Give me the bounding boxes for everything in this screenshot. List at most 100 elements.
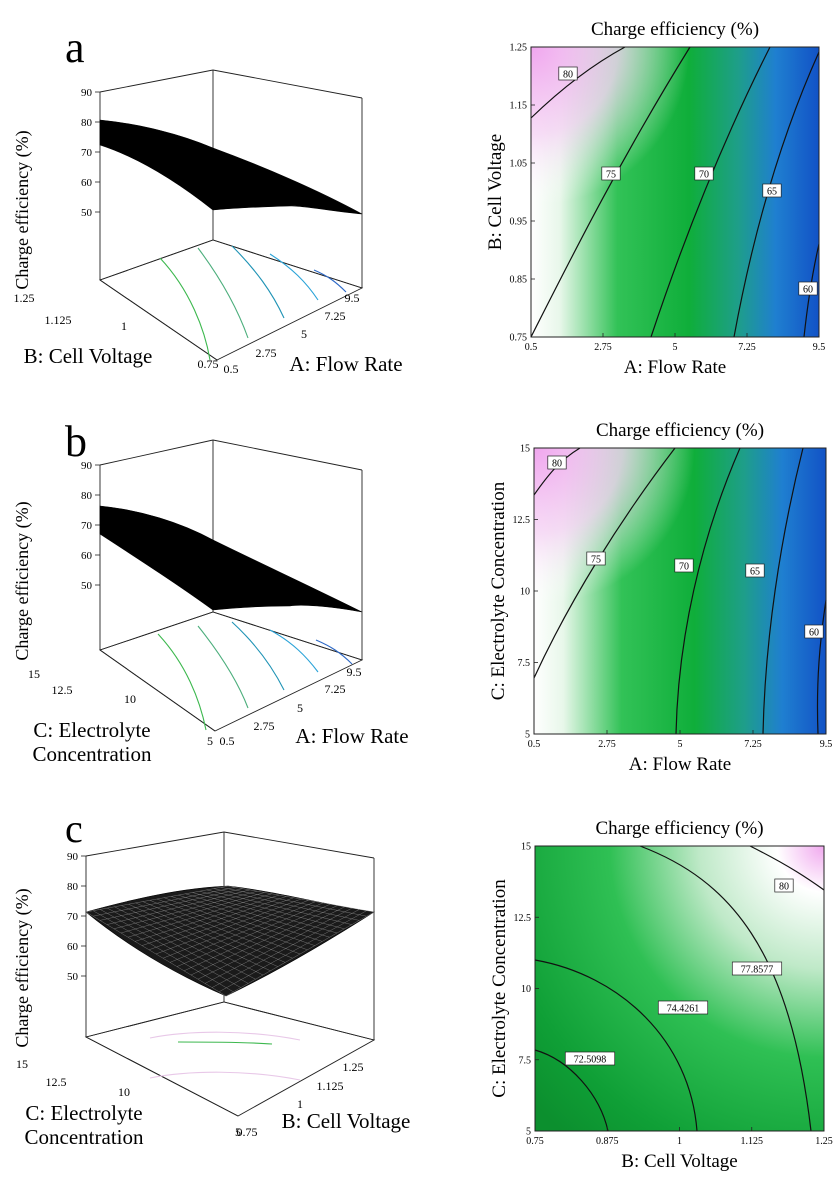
contour-line — [534, 959, 698, 1132]
box-edge-top-right — [212, 69, 363, 99]
panel-label-c: c — [65, 806, 83, 851]
panel-label-b: b — [65, 417, 87, 466]
y-tick-label: 1.05 — [510, 159, 528, 170]
z-tick-label: 80 — [81, 490, 93, 502]
mesh-line — [199, 891, 345, 929]
contour-label-box — [804, 624, 824, 639]
z-tick-label: 60 — [81, 177, 93, 189]
box-edge-top-left — [85, 831, 225, 857]
contour-label: 75 — [591, 555, 601, 566]
contour-label-box — [657, 1000, 709, 1015]
contour-plot-b: 80 75 70 65 60 0.5 2.75 5 7.25 9.5 15 12.5 10 7.5 5 Cha… — [488, 420, 832, 775]
box-edge-top-left — [99, 439, 214, 466]
contour-label: 75 — [606, 170, 616, 181]
y-tick-label: 7.5 — [518, 658, 531, 669]
response-surface — [85, 885, 375, 997]
floor-edge — [85, 1036, 239, 1117]
mesh-line — [225, 911, 375, 997]
floor-plane — [99, 611, 364, 732]
mesh-line — [206, 889, 352, 925]
panel-label-a: a — [65, 23, 85, 72]
contour-label: 65 — [767, 187, 777, 198]
contour-label-box — [762, 183, 782, 198]
surface-plot-a: 90 80 70 60 50 Charge efficiency (%) 1.25 1.125… — [12, 69, 403, 376]
mesh-line — [190, 905, 338, 976]
y-factor-tick-label: 15 — [16, 1057, 28, 1071]
y-factor-label: C: Electrolyte — [33, 718, 150, 742]
z-tick-label: 80 — [67, 881, 79, 893]
contour-line — [733, 51, 820, 338]
y-tick-label: 12.5 — [514, 913, 532, 924]
y-factor-label: B: Cell Voltage — [24, 344, 153, 368]
x-tick-label: 2.75 — [594, 342, 612, 353]
x-factor-tick-label: 2.75 — [256, 346, 277, 360]
contour-x-label: A: Flow Rate — [624, 357, 726, 378]
y-tick-label: 15 — [520, 444, 530, 455]
contour-plot-a: 80 75 70 65 60 0.5 2.75 5 7.25 9.5 1.25 1.15 1.05 0.9… — [485, 19, 825, 378]
floor-contour-line — [197, 247, 249, 339]
x-tick-label: 0.5 — [525, 342, 538, 353]
y-tick-label: 1.15 — [510, 101, 528, 112]
x-factor-label: B: Cell Voltage — [282, 1109, 411, 1133]
contour-high-region — [531, 47, 690, 207]
contour-label: 70 — [699, 170, 709, 181]
floor-contour-line — [157, 633, 207, 731]
y-factor-tick-label: 10 — [118, 1085, 130, 1099]
y-factor-tick-label: 0.75 — [198, 357, 219, 371]
contour-label: 80 — [779, 882, 789, 893]
mesh-line — [169, 901, 316, 963]
x-tick-label: 1.125 — [741, 1136, 764, 1147]
floor-contour-line — [197, 625, 249, 709]
mesh-line — [176, 902, 323, 967]
box-edge-top-right — [223, 831, 375, 859]
contour-line — [675, 447, 741, 735]
z-tick-label: 60 — [67, 941, 79, 953]
mesh-line — [211, 909, 360, 988]
x-factor-tick-label: 1.25 — [343, 1060, 364, 1074]
contour-label-box — [694, 166, 714, 181]
floor-edge — [99, 649, 216, 732]
y-tick-label: 15 — [521, 842, 531, 853]
contour-label: 70 — [679, 562, 689, 573]
surface-plot-b: 90 80 70 60 50 Charge efficiency (%) 15 12.5 10 5… — [12, 439, 409, 766]
z-axis-label: Charge efficiency (%) — [12, 501, 33, 660]
surface-mesh — [85, 885, 375, 997]
mesh-line — [162, 900, 309, 959]
x-tick-label: 1.25 — [815, 1136, 833, 1147]
x-factor-tick-label: 0.75 — [237, 1125, 258, 1139]
contour-line — [749, 845, 825, 891]
mesh-line — [164, 897, 308, 950]
z-axis-label: Charge efficiency (%) — [12, 130, 33, 289]
contour-line — [650, 46, 771, 338]
contour-label-box — [601, 166, 621, 181]
contour-label-box — [586, 551, 606, 566]
z-tick-label: 70 — [81, 520, 93, 532]
response-surface — [99, 119, 363, 215]
mesh-line — [197, 906, 345, 980]
x-tick-label: 5 — [673, 342, 678, 353]
y-tick-label: 5 — [526, 1127, 531, 1138]
mesh-line — [213, 888, 360, 921]
y-factor-label: Concentration — [33, 742, 152, 766]
contour-label-box — [745, 563, 765, 578]
contour-label: 80 — [563, 70, 573, 81]
x-factor-tick-label: 2.75 — [254, 719, 275, 733]
contour-label-box — [798, 281, 818, 296]
surface-plot-c: 90 80 70 60 50 Charge efficiency (%) 15 12.5 10 5… — [12, 831, 411, 1149]
mesh-line — [185, 893, 330, 938]
y-factor-tick-label: 15 — [28, 667, 40, 681]
x-factor-tick-label: 1 — [297, 1097, 303, 1111]
x-tick-label: 9.5 — [820, 739, 833, 750]
z-tick-label: 70 — [67, 911, 79, 923]
contour-background — [535, 846, 824, 1131]
x-tick-label: 5 — [678, 739, 683, 750]
contour-y-label: C: Electrolyte Concentration — [488, 481, 509, 700]
y-factor-tick-label: 5 — [235, 1125, 241, 1139]
contour-label-box — [547, 455, 567, 470]
mesh-line — [192, 892, 338, 934]
x-tick-label: 7.25 — [738, 342, 756, 353]
mesh-line — [227, 885, 375, 913]
contour-label: 72.5098 — [574, 1055, 607, 1066]
contour-title: Charge efficiency (%) — [595, 818, 763, 839]
